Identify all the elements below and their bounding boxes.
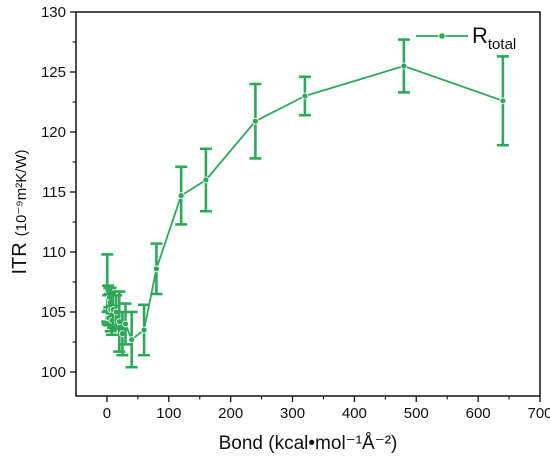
- data-point: [122, 320, 129, 328]
- data-point: [252, 117, 259, 125]
- legend-label: Rtotal: [472, 23, 516, 53]
- x-tick-label: 0: [103, 405, 111, 422]
- data-point: [400, 62, 408, 70]
- data-point: [153, 265, 160, 273]
- data-layer: [101, 38, 509, 369]
- x-tick-label: 400: [342, 405, 367, 422]
- legend-label-sub: total: [488, 36, 516, 53]
- y-tick-label: 100: [41, 364, 66, 381]
- data-point: [177, 192, 185, 200]
- plot-frame: [75, 11, 541, 397]
- y-tick-label: 110: [42, 244, 66, 261]
- y-axis-title: ITR (10⁻⁹m²K/W): [9, 149, 31, 274]
- x-tick-label: 300: [280, 405, 305, 422]
- data-point: [140, 326, 148, 334]
- legend-label-base: R: [472, 23, 488, 48]
- y-axis-title-main: ITR: [9, 242, 31, 274]
- y-tick-label: 125: [41, 64, 66, 81]
- data-point: [202, 176, 210, 184]
- legend-marker: [438, 32, 446, 40]
- axes-layer: 0 100 200 300 400 500 600 700 100 105 110 115 120 125…: [41, 4, 550, 422]
- x-tick-label: 100: [156, 405, 181, 422]
- x-axis-title: Bond (kcal•mol⁻¹Å⁻²): [219, 433, 398, 454]
- y-tick-label: 105: [41, 304, 66, 321]
- data-point: [128, 336, 136, 344]
- x-tick-label: 200: [218, 405, 243, 422]
- y-tick-label: 115: [42, 184, 66, 201]
- y-tick-label: 120: [41, 124, 66, 141]
- y-axis-title-unit: (10⁻⁹m²K/W): [13, 149, 30, 236]
- y-tick-label: 130: [41, 4, 66, 21]
- x-tick-label: 700: [527, 405, 550, 422]
- data-point: [301, 92, 309, 100]
- data-point: [499, 97, 507, 105]
- x-tick-label: 600: [466, 405, 491, 422]
- x-tick-label: 500: [404, 405, 429, 422]
- legend: Rtotal: [416, 23, 516, 53]
